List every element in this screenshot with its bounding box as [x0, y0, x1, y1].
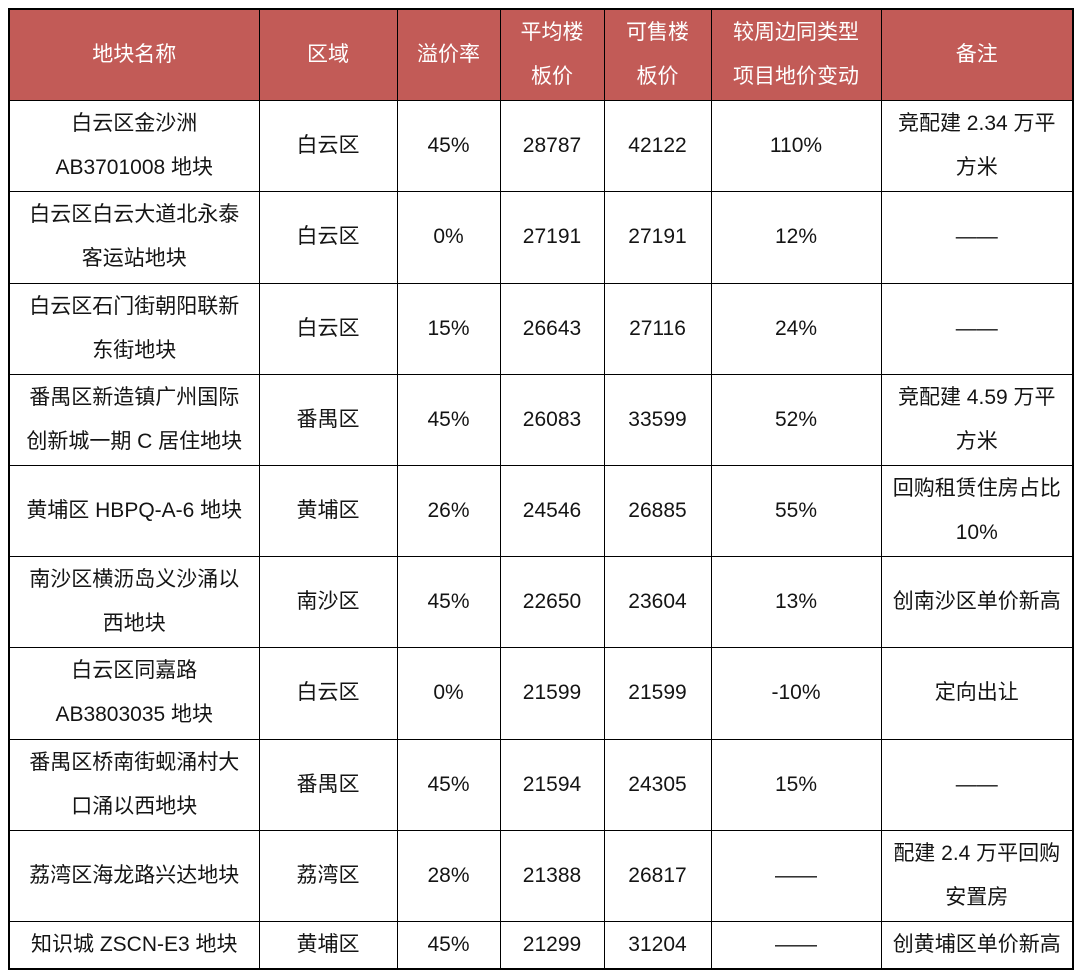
cell-price-change: 55%: [710, 464, 882, 558]
cell-price-change: 24%: [710, 282, 882, 375]
cell-sellable-floor-price: 26817: [603, 829, 712, 922]
table-row: 番禺区桥南街蚬涌村大 口涌以西地块 番禺区 45% 21594 24305 15% ——: [8, 738, 1074, 831]
cell-price-change: 52%: [710, 373, 882, 466]
column-header-remark: 备注: [880, 8, 1074, 102]
cell-remark: ——: [880, 282, 1074, 375]
cell-price-change: 13%: [710, 556, 882, 649]
cell-premium-rate: 0%: [396, 647, 501, 740]
cell-remark: 创黄埔区单价新高: [880, 920, 1074, 970]
cell-parcel-name: 白云区金沙洲 AB3701008 地块: [8, 100, 260, 193]
cell-premium-rate: 28%: [396, 829, 501, 922]
column-header-avg-floor-price: 平均楼 板价: [499, 8, 605, 102]
land-parcel-table: 地块名称 区域 溢价率 平均楼 板价 可售楼 板价 较周边同类型 项目地价变动 …: [8, 8, 1074, 970]
cell-avg-floor-price: 24546: [499, 464, 605, 558]
cell-district: 白云区: [258, 282, 398, 375]
cell-remark: ——: [880, 738, 1074, 831]
cell-remark: 配建 2.4 万平回购 安置房: [880, 829, 1074, 922]
cell-parcel-name: 黄埔区 HBPQ-A-6 地块: [8, 464, 260, 558]
cell-district: 荔湾区: [258, 829, 398, 922]
cell-district: 白云区: [258, 100, 398, 193]
column-header-sellable-floor-price: 可售楼 板价: [603, 8, 712, 102]
cell-parcel-name: 番禺区桥南街蚬涌村大 口涌以西地块: [8, 738, 260, 831]
cell-district: 白云区: [258, 191, 398, 284]
cell-district: 南沙区: [258, 556, 398, 649]
cell-sellable-floor-price: 27116: [603, 282, 712, 375]
cell-remark: 创南沙区单价新高: [880, 556, 1074, 649]
cell-remark: ——: [880, 191, 1074, 284]
cell-remark: 竞配建 4.59 万平 方米: [880, 373, 1074, 466]
table-row: 白云区金沙洲 AB3701008 地块 白云区 45% 28787 42122 110% 竞…: [8, 100, 1074, 193]
cell-price-change: ——: [710, 829, 882, 922]
cell-remark: 定向出让: [880, 647, 1074, 740]
cell-avg-floor-price: 22650: [499, 556, 605, 649]
cell-parcel-name: 番禺区新造镇广州国际 创新城一期 C 居住地块: [8, 373, 260, 466]
cell-price-change: -10%: [710, 647, 882, 740]
table-row: 荔湾区海龙路兴达地块 荔湾区 28% 21388 26817 —— 配建 2.4 万平回购 …: [8, 829, 1074, 922]
cell-district: 番禺区: [258, 738, 398, 831]
cell-avg-floor-price: 21599: [499, 647, 605, 740]
table-body: 白云区金沙洲 AB3701008 地块 白云区 45% 28787 42122 110% 竞…: [8, 100, 1074, 970]
column-header-premium-rate: 溢价率: [396, 8, 501, 102]
cell-price-change: 12%: [710, 191, 882, 284]
column-header-district: 区域: [258, 8, 398, 102]
cell-premium-rate: 45%: [396, 373, 501, 466]
cell-district: 番禺区: [258, 373, 398, 466]
column-header-price-change: 较周边同类型 项目地价变动: [710, 8, 882, 102]
cell-premium-rate: 45%: [396, 738, 501, 831]
cell-district: 黄埔区: [258, 464, 398, 558]
cell-avg-floor-price: 26083: [499, 373, 605, 466]
cell-sellable-floor-price: 23604: [603, 556, 712, 649]
cell-premium-rate: 45%: [396, 100, 501, 193]
cell-parcel-name: 荔湾区海龙路兴达地块: [8, 829, 260, 922]
cell-sellable-floor-price: 27191: [603, 191, 712, 284]
header-row: 地块名称 区域 溢价率 平均楼 板价 可售楼 板价 较周边同类型 项目地价变动 …: [8, 8, 1074, 102]
cell-avg-floor-price: 21299: [499, 920, 605, 970]
cell-avg-floor-price: 21388: [499, 829, 605, 922]
column-header-parcel-name: 地块名称: [8, 8, 260, 102]
cell-price-change: 110%: [710, 100, 882, 193]
table-row: 白云区白云大道北永泰 客运站地块 白云区 0% 27191 27191 12% ——: [8, 191, 1074, 284]
cell-sellable-floor-price: 24305: [603, 738, 712, 831]
table-row: 南沙区横沥岛义沙涌以 西地块 南沙区 45% 22650 23604 13% 创南沙区单价新…: [8, 556, 1074, 649]
cell-remark: 回购租赁住房占比 10%: [880, 464, 1074, 558]
cell-premium-rate: 45%: [396, 920, 501, 970]
cell-sellable-floor-price: 21599: [603, 647, 712, 740]
cell-parcel-name: 白云区同嘉路 AB3803035 地块: [8, 647, 260, 740]
cell-parcel-name: 南沙区横沥岛义沙涌以 西地块: [8, 556, 260, 649]
cell-parcel-name: 知识城 ZSCN-E3 地块: [8, 920, 260, 970]
table-row: 白云区石门街朝阳联新 东街地块 白云区 15% 26643 27116 24% ——: [8, 282, 1074, 375]
cell-avg-floor-price: 27191: [499, 191, 605, 284]
cell-premium-rate: 45%: [396, 556, 501, 649]
cell-price-change: ——: [710, 920, 882, 970]
cell-premium-rate: 15%: [396, 282, 501, 375]
cell-premium-rate: 26%: [396, 464, 501, 558]
cell-premium-rate: 0%: [396, 191, 501, 284]
cell-remark: 竞配建 2.34 万平 方米: [880, 100, 1074, 193]
cell-sellable-floor-price: 42122: [603, 100, 712, 193]
cell-price-change: 15%: [710, 738, 882, 831]
table-row: 白云区同嘉路 AB3803035 地块 白云区 0% 21599 21599 -10% 定向…: [8, 647, 1074, 740]
cell-avg-floor-price: 28787: [499, 100, 605, 193]
cell-parcel-name: 白云区白云大道北永泰 客运站地块: [8, 191, 260, 284]
cell-sellable-floor-price: 31204: [603, 920, 712, 970]
cell-avg-floor-price: 26643: [499, 282, 605, 375]
cell-avg-floor-price: 21594: [499, 738, 605, 831]
table-header: 地块名称 区域 溢价率 平均楼 板价 可售楼 板价 较周边同类型 项目地价变动 …: [8, 8, 1074, 102]
table-row: 黄埔区 HBPQ-A-6 地块 黄埔区 26% 24546 26885 55% 回购租赁住房…: [8, 464, 1074, 558]
table-row: 知识城 ZSCN-E3 地块 黄埔区 45% 21299 31204 —— 创黄埔区单价新高: [8, 920, 1074, 970]
cell-district: 白云区: [258, 647, 398, 740]
table-row: 番禺区新造镇广州国际 创新城一期 C 居住地块 番禺区 45% 26083 33599 5…: [8, 373, 1074, 466]
cell-district: 黄埔区: [258, 920, 398, 970]
cell-sellable-floor-price: 26885: [603, 464, 712, 558]
cell-sellable-floor-price: 33599: [603, 373, 712, 466]
cell-parcel-name: 白云区石门街朝阳联新 东街地块: [8, 282, 260, 375]
